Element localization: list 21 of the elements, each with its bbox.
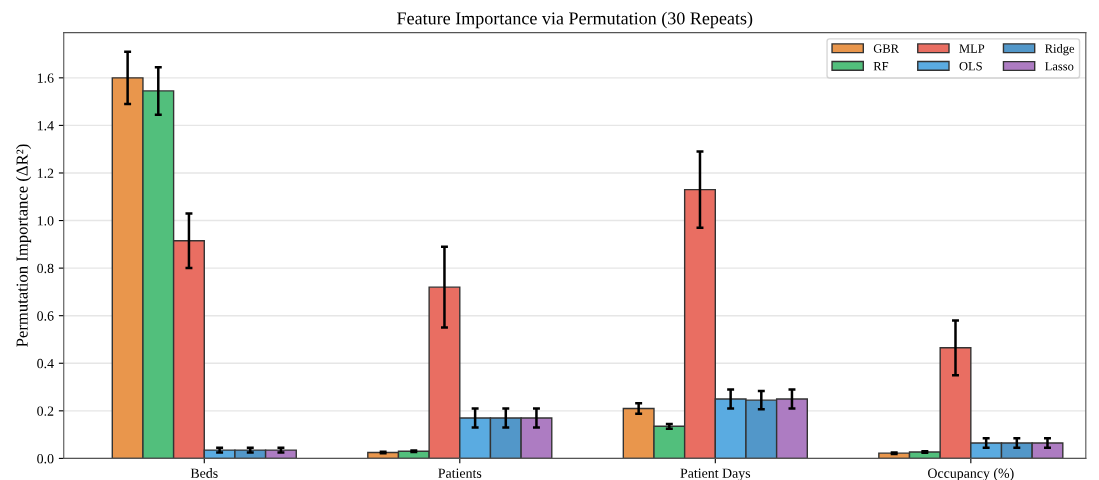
legend-label: OLS bbox=[959, 62, 982, 71]
y-tick-label: 1.0 bbox=[37, 216, 54, 226]
y-tick-label: 1.6 bbox=[37, 73, 54, 83]
x-tick-label: Beds bbox=[190, 468, 218, 478]
y-tick-label: 0.8 bbox=[37, 263, 54, 274]
chart-title: Feature Importance via Permutation (30 Repeats) bbox=[397, 11, 753, 29]
y-tick-label: 1.2 bbox=[37, 168, 54, 178]
legend-label: Lasso bbox=[1045, 62, 1074, 71]
y-tick-label: 1.4 bbox=[37, 121, 54, 131]
legend-label: MLP bbox=[959, 44, 985, 53]
y-tick-label: 0.4 bbox=[37, 358, 54, 369]
legend-label: Ridge bbox=[1045, 43, 1075, 56]
x-tick-label: Patient Days bbox=[680, 468, 751, 480]
legend-label: RF bbox=[873, 62, 889, 71]
y-tick-label: 0.6 bbox=[37, 311, 54, 321]
y-tick-label: 0.0 bbox=[37, 453, 54, 464]
x-tick-label: Occupancy (%) bbox=[928, 468, 1014, 480]
y-tick-label: 0.2 bbox=[37, 406, 54, 416]
x-tick-label: Patients bbox=[438, 468, 482, 478]
y-axis-title: Permutation Importance (ΔR²) bbox=[15, 144, 32, 347]
legend-label: GBR bbox=[873, 44, 899, 53]
